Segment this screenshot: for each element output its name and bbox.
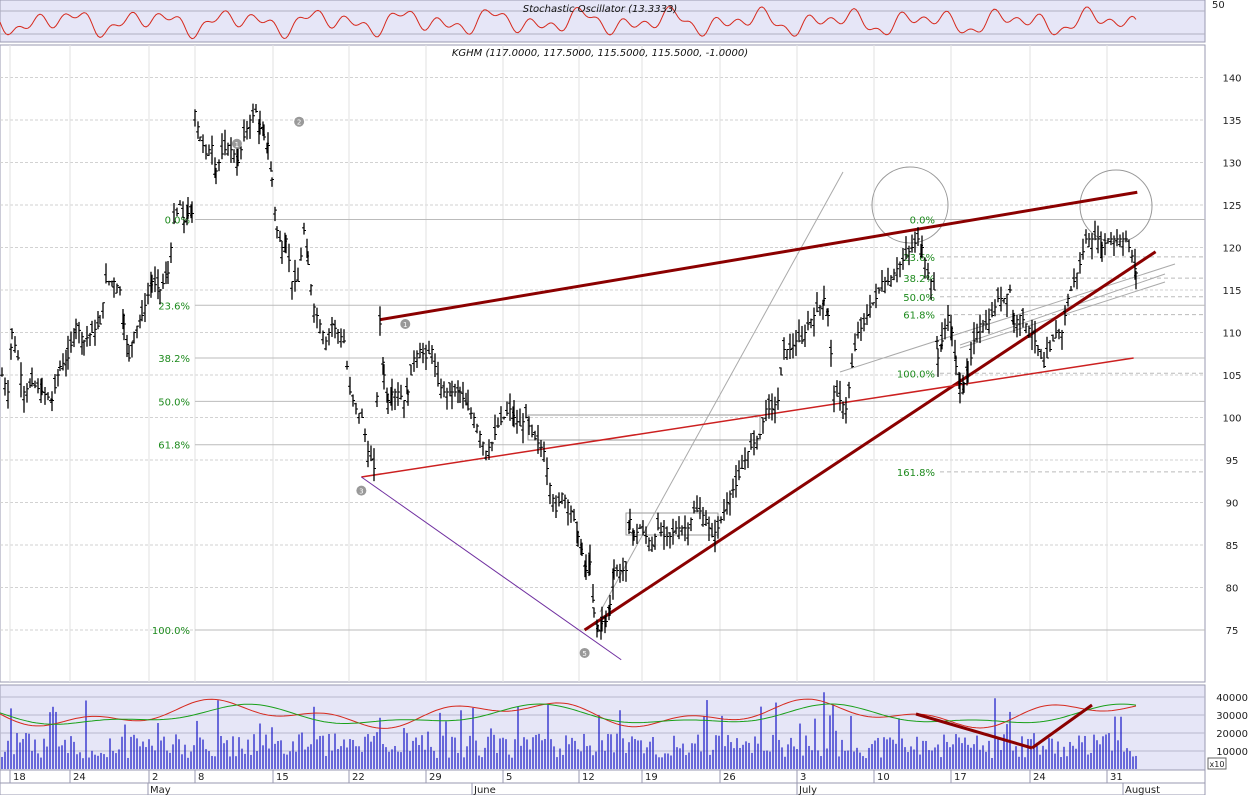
consolidation-boxes [527,166,1153,536]
price-tick-label: 75 [1226,626,1239,637]
volume-tick-label: 20000 [1216,729,1248,740]
fib-level-label: 50.0% [158,397,190,408]
date-tick-label: 24 [73,772,86,783]
wave-marker [356,485,367,496]
month-label: July [798,785,817,795]
channel-line [839,263,1176,373]
date-tick-label: 10 [877,772,890,783]
volume-bars [1,692,1137,769]
volume-unit-label: x10 [1210,760,1225,769]
oscillator-panel: Stochastic Oscillator (13.3333) 50 [0,0,1225,43]
volume-average-red [0,698,1137,729]
price-tick-label: 120 [1222,244,1241,255]
date-tick-label: 3 [800,772,806,783]
trendline [361,357,1134,478]
price-tick-label: 110 [1222,329,1241,340]
channel-line [959,273,1166,346]
fib-level-label: 23.6% [903,253,935,264]
date-tick-label: 8 [198,772,204,783]
volume-tick-label: 30000 [1216,711,1248,722]
wave-label: 1 [235,141,239,149]
oscillator-tick: 50 [1212,0,1225,11]
price-tick-label: 115 [1222,286,1241,297]
price-tick-label: 80 [1226,584,1239,595]
wave-label: 2 [297,119,301,127]
date-axis: 18 24 2 8 15 22 29 5 12 19 26 3 10 17 24 31 May June July… [0,769,1206,795]
fib-level-label: 0.0% [910,215,935,226]
wave-marker [294,116,305,127]
date-tick-label: 5 [506,772,512,783]
wave-label: 3 [359,488,363,496]
ohlc-bars [0,103,1138,640]
price-tick-label: 90 [1226,499,1239,510]
wave-marker [579,647,590,658]
price-axis: 140 135 130 125 120 115 110 105 100 95 90 85 80 75 [1222,74,1241,638]
price-tick-label: 130 [1222,159,1241,170]
oscillator-title: Stochastic Oscillator (13.3333) [523,4,677,15]
fib-level-label: 50.0% [903,293,935,304]
wave-label: 5 [582,650,586,658]
wave-label: 1 [403,321,407,329]
date-tick-label: 29 [429,772,442,783]
date-tick-label: 2 [152,772,158,783]
highlight-circle [871,166,949,244]
month-label: June [473,785,496,795]
symbol-label: KGHM (117.0000, 117.5000, 115.5000, 115.… [452,48,748,59]
volume-tick-label: 40000 [1216,693,1248,704]
stochastic-oscillator-line [0,5,1137,40]
consolidation-box [527,414,761,441]
date-tick-label: 12 [582,772,595,783]
price-tick-label: 135 [1222,116,1241,127]
fib-level-label: 0.0% [165,215,190,226]
price-tick-label: 85 [1226,541,1239,552]
price-grid-lines [0,77,1205,631]
date-tick-label: 17 [954,772,967,783]
fib-level-label: 61.8% [158,441,190,452]
fibonacci-levels: 0.0% 23.6% 38.2% 50.0% 61.8% 100.0% 0.0% 23.6% 3… [152,215,1205,637]
volume-axis: 40000 30000 20000 10000 [1216,693,1248,758]
price-tick-label: 125 [1222,201,1241,212]
trendlines [361,190,1157,661]
fib-level-label: 100.0% [152,626,190,637]
fib-level-label: 23.6% [158,301,190,312]
date-tick-label: 22 [352,772,365,783]
month-label: August [1125,785,1160,795]
wave-labels: 1 2 1 3 5 [231,116,590,658]
date-tick-label: 26 [723,772,736,783]
price-tick-label: 95 [1226,456,1239,467]
volume-panel: 40000 30000 20000 10000 x10 [0,684,1248,771]
price-tick-label: 140 [1222,74,1241,85]
fib-level-label: 161.8% [897,468,935,479]
date-tick-label: 24 [1033,772,1046,783]
price-tick-label: 105 [1222,371,1241,382]
trendline [379,190,1138,322]
date-tick-label: 18 [13,772,26,783]
wave-marker [400,319,411,329]
volume-average-green [0,703,1137,725]
fib-level-label: 38.2% [903,274,935,285]
date-tick-label: 31 [1110,772,1123,783]
month-label: May [150,785,171,795]
wave-marker [231,138,242,149]
date-grid-lines [9,45,1108,682]
date-tick-label: 15 [276,772,289,783]
trendline [583,250,1157,632]
channel-line [599,171,844,613]
volume-tick-label: 10000 [1216,747,1248,758]
trendline [361,476,622,661]
fib-level-label: 38.2% [158,354,190,365]
volume-trendline [915,712,1033,750]
date-tick-label: 19 [645,772,658,783]
volume-trendline [1031,703,1093,750]
fib-level-label: 61.8% [903,311,935,322]
highlight-circle [1079,169,1153,243]
price-tick-label: 100 [1222,414,1241,425]
fib-level-label: 100.0% [897,369,935,380]
